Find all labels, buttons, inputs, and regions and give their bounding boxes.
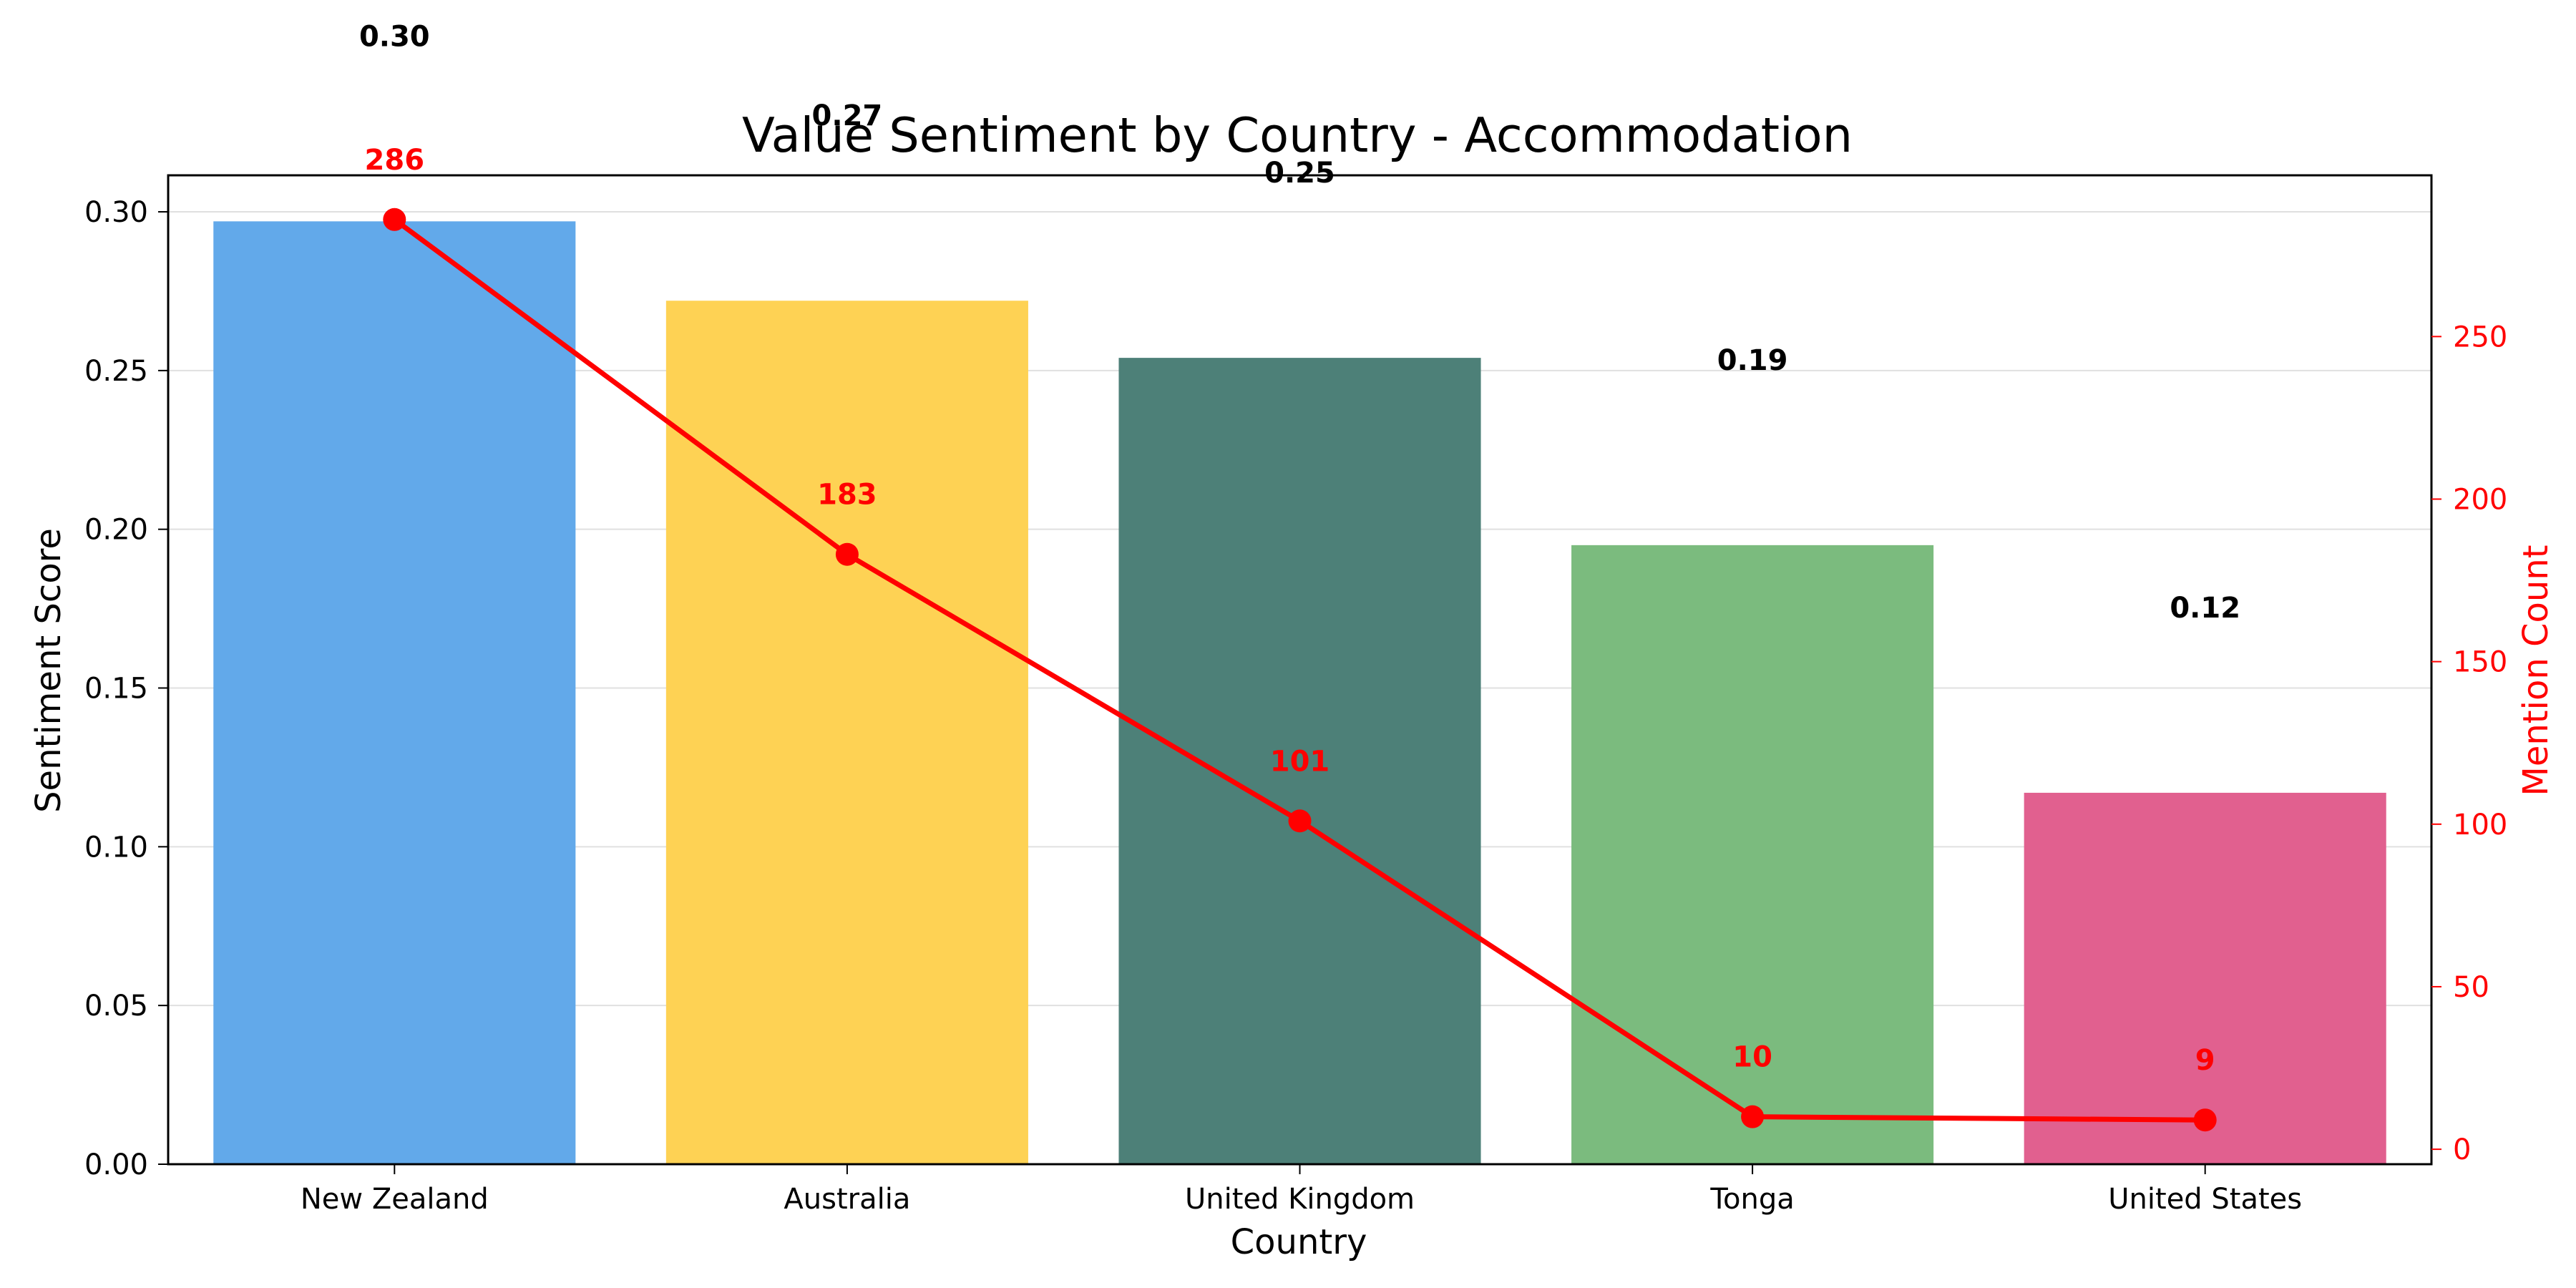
bar	[2024, 792, 2386, 1164]
y-tick-label: 0.30	[84, 196, 148, 229]
x-tick-label: United Kingdom	[1185, 1183, 1415, 1216]
bar-value-label: 0.19	[1717, 344, 1788, 377]
mention-value-label: 9	[2195, 1044, 2215, 1077]
mention-point	[383, 208, 406, 231]
y-axis-left: 0.00 0.05 0.10 0.15 0.20 0.25 0.30	[84, 196, 168, 1181]
mention-value-label: 101	[1270, 745, 1330, 778]
bar	[665, 301, 1028, 1164]
mention-value-label: 183	[817, 479, 877, 512]
mention-point	[1741, 1105, 1765, 1128]
y2-tick-label: 0	[2453, 1133, 2471, 1166]
y2-tick-label: 150	[2453, 646, 2507, 679]
value-labels: 0.30 286 0.27 183 0.25 101 0.19 10 0.12 9	[359, 20, 2240, 1077]
mention-line	[383, 208, 2217, 1132]
mention-value-label: 10	[1732, 1041, 1772, 1074]
mention-point	[835, 542, 859, 566]
x-tick-label: United States	[2108, 1183, 2302, 1216]
y2-tick-label: 200	[2453, 483, 2507, 516]
y-tick-label: 0.05	[84, 990, 148, 1023]
y2-tick-label: 50	[2453, 971, 2489, 1004]
mention-value-label: 286	[365, 144, 425, 177]
bar	[1571, 545, 1934, 1164]
bar-value-label: 0.27	[812, 99, 883, 132]
chart-title: Value Sentiment by Country - Accommodati…	[742, 107, 1853, 163]
y-tick-label: 0.10	[84, 831, 148, 864]
x-tick-label: Tonga	[1709, 1183, 1794, 1216]
y-tick-label: 0.15	[84, 673, 148, 706]
bar-value-label: 0.25	[1264, 157, 1335, 190]
x-axis-label: Country	[1231, 1222, 1367, 1262]
y-tick-label: 0.25	[84, 355, 148, 388]
bar	[213, 221, 576, 1164]
x-tick-label: New Zealand	[301, 1183, 489, 1216]
y-axis-label: Sentiment Score	[29, 528, 69, 813]
bar-value-label: 0.30	[359, 20, 430, 53]
bar-value-label: 0.12	[2170, 592, 2240, 625]
bars	[213, 221, 2386, 1164]
x-tick-label: Australia	[784, 1183, 910, 1216]
y-tick-label: 0.00	[84, 1148, 148, 1181]
mention-point	[1288, 809, 1312, 833]
y2-tick-label: 100	[2453, 809, 2507, 841]
y-tick-label: 0.20	[84, 514, 148, 547]
x-axis: New Zealand Australia United Kingdom Tonga U…	[301, 1164, 2302, 1216]
y-axis-right: 0 50 100 150 200 250	[2431, 321, 2507, 1166]
bar	[1118, 358, 1481, 1164]
y2-tick-label: 250	[2453, 321, 2507, 353]
y2-axis-label: Mention Count	[2516, 545, 2556, 796]
mention-point	[2193, 1108, 2217, 1132]
